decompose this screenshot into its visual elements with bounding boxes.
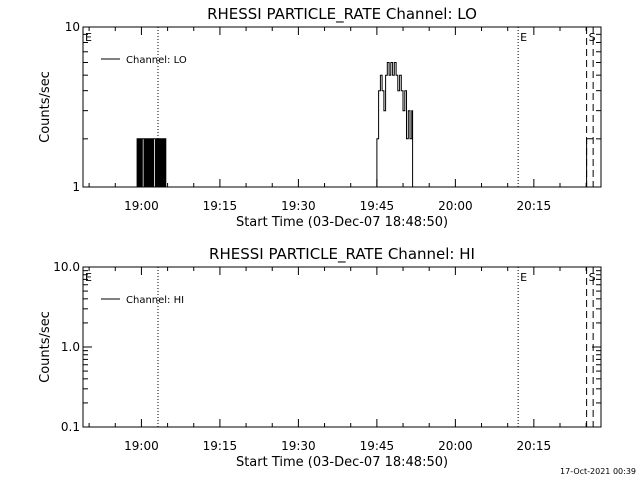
hi-plot-frame [82, 266, 602, 428]
hi-x-axis-label: Start Time (03-Dec-07 18:48:50) [236, 455, 448, 470]
hi-y-tick-label: 1.0 [61, 340, 80, 354]
hi-chart-title: RHESSI PARTICLE_RATE Channel: HI [209, 245, 475, 264]
lo-legend-label: Channel: LO [126, 55, 187, 66]
hi-x-tick-label: 20:15 [517, 439, 552, 453]
hi-y-tick-label: 10.0 [53, 260, 80, 274]
lo-chart-title: RHESSI PARTICLE_RATE Channel: LO [207, 5, 477, 24]
hi-legend-label: Channel: HI [126, 295, 184, 306]
generation-timestamp: 17-Oct-2021 00:39 [560, 467, 636, 476]
lo-event-marker-label: S [589, 31, 596, 44]
hi-event-marker-label: E [520, 271, 527, 284]
lo-x-tick-label: 19:15 [203, 199, 238, 213]
hi-event-marker-label: E [85, 271, 92, 284]
lo-x-tick-label: 20:00 [438, 199, 473, 213]
hi-y-tick-label: 0.1 [61, 420, 80, 434]
lo-y-axis-label: Counts/sec [38, 71, 53, 143]
lo-x-tick-label: 20:15 [517, 199, 552, 213]
lo-plot-frame [82, 26, 602, 188]
lo-x-tick-label: 19:45 [360, 199, 395, 213]
lo-channel-panel: RHESSI PARTICLE_RATE Channel: LO Start Ti… [38, 5, 602, 230]
hi-x-tick-label: 20:00 [438, 439, 473, 453]
lo-series-line [136, 62, 594, 187]
lo-x-tick-label: 19:30 [281, 199, 316, 213]
hi-x-tick-label: 19:30 [281, 439, 316, 453]
hi-event-marker-label: S [589, 271, 596, 284]
lo-event-marker-label: E [85, 31, 92, 44]
hi-y-axis-label: Counts/sec [38, 311, 53, 383]
lo-x-axis-label: Start Time (03-Dec-07 18:48:50) [236, 215, 448, 230]
lo-event-marker-label: E [520, 31, 527, 44]
hi-channel-panel: RHESSI PARTICLE_RATE Channel: HI Start Ti… [38, 245, 602, 470]
lo-y-tick-label: 1 [72, 180, 80, 194]
hi-x-tick-label: 19:15 [203, 439, 238, 453]
hi-x-tick-label: 19:00 [124, 439, 159, 453]
lo-y-tick-label: 10 [65, 20, 80, 34]
hi-x-tick-label: 19:45 [360, 439, 395, 453]
lo-x-tick-label: 19:00 [124, 199, 159, 213]
